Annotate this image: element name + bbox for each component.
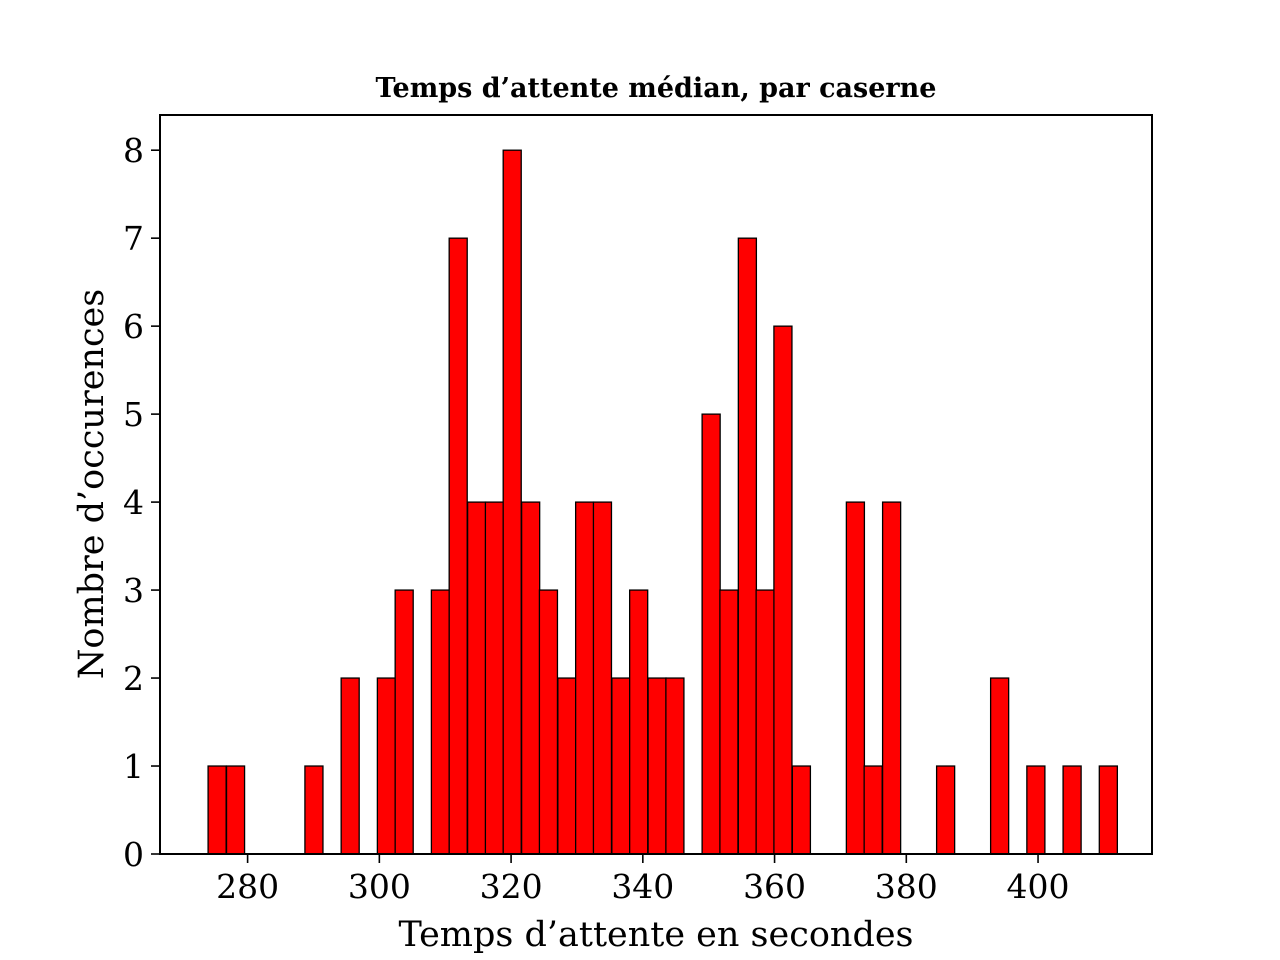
- histogram-bar: [701, 413, 721, 855]
- histogram-bar: [863, 765, 883, 855]
- y-ticks: 0 1 2 3 4 5 6 7 8: [123, 131, 160, 874]
- y-tick-label: 7: [123, 219, 144, 258]
- histogram-bar: [737, 237, 758, 855]
- histogram-bar: [502, 149, 522, 855]
- y-tick-label: 5: [123, 395, 144, 434]
- bars-group: [207, 149, 1119, 855]
- y-axis-label: Nombre d’occurences: [72, 289, 112, 679]
- x-tick-label: 360: [743, 867, 806, 906]
- x-tick-label: 380: [875, 867, 938, 906]
- y-tick-label: 3: [123, 571, 144, 610]
- histogram-bar: [376, 677, 397, 855]
- x-tick-label: 300: [348, 867, 411, 906]
- histogram-bar: [1026, 765, 1046, 855]
- histogram-bar: [574, 501, 595, 855]
- histogram-bar: [881, 501, 902, 855]
- plot-frame: [159, 114, 1153, 855]
- histogram-bar: [1062, 765, 1082, 855]
- y-tick-label: 6: [123, 307, 144, 346]
- histogram-bar: [207, 765, 227, 855]
- y-tick-label: 0: [123, 835, 144, 874]
- histogram-bar: [538, 589, 559, 855]
- histogram-bar: [592, 501, 613, 855]
- histogram-bar: [773, 325, 793, 855]
- chart-title: Temps d’attente médian, par caserne: [376, 73, 937, 104]
- y-tick-label: 8: [123, 131, 144, 170]
- histogram-bar: [935, 765, 956, 855]
- histogram-bar: [755, 589, 775, 855]
- histogram-bar: [466, 501, 487, 855]
- histogram-bar: [430, 589, 451, 855]
- histogram-bar: [665, 677, 685, 855]
- x-ticks: 280 300 320 340 360 380 400: [216, 854, 1070, 906]
- y-tick-label: 4: [123, 483, 144, 522]
- y-tick-label: 2: [123, 659, 144, 698]
- x-axis-label: Temps d’attente en secondes: [398, 915, 913, 955]
- histogram-bar: [989, 677, 1010, 855]
- histogram-bar: [791, 765, 812, 855]
- histogram-bar: [611, 677, 631, 855]
- histogram-bar: [225, 765, 246, 855]
- x-tick-label: 400: [1007, 867, 1070, 906]
- histogram-bar: [647, 677, 667, 855]
- histogram-bar: [845, 501, 866, 855]
- y-tick-label: 1: [123, 747, 144, 786]
- histogram-bar: [520, 501, 541, 855]
- histogram-bar: [340, 677, 360, 855]
- x-tick-label: 320: [480, 867, 543, 906]
- histogram-bar: [629, 589, 649, 855]
- histogram-bar: [304, 765, 324, 855]
- histogram-bar: [557, 677, 577, 855]
- histogram-bar: [1098, 765, 1119, 855]
- histogram-bar: [394, 589, 414, 855]
- histogram-bar: [719, 589, 739, 855]
- histogram-bar: [484, 501, 505, 855]
- x-tick-label: 280: [216, 867, 279, 906]
- histogram-bar: [448, 237, 468, 855]
- x-tick-label: 340: [611, 867, 674, 906]
